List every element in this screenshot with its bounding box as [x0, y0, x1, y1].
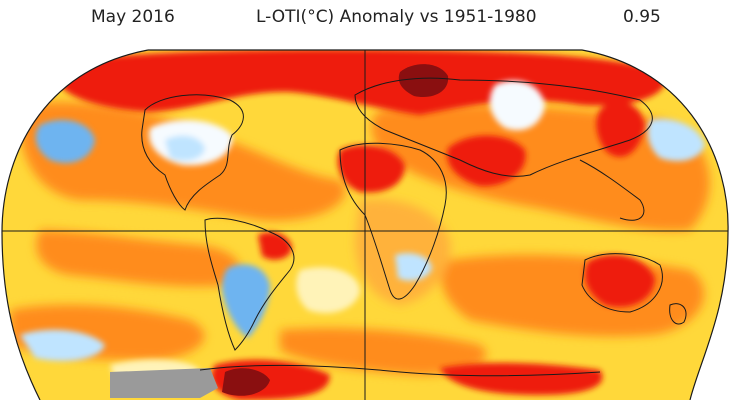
dark-red-regions [222, 64, 449, 396]
cool-regions [20, 80, 705, 385]
map-period-label: May 2016 [91, 7, 175, 27]
coastlines [141, 77, 687, 377]
map-border [1, 49, 729, 400]
map-title: L-OTI(°C) Anomaly vs 1951-1980 [256, 7, 537, 27]
anomaly-field [2, 50, 729, 400]
no-data-region [110, 368, 218, 398]
global-mean-value: 0.95 [623, 7, 661, 27]
